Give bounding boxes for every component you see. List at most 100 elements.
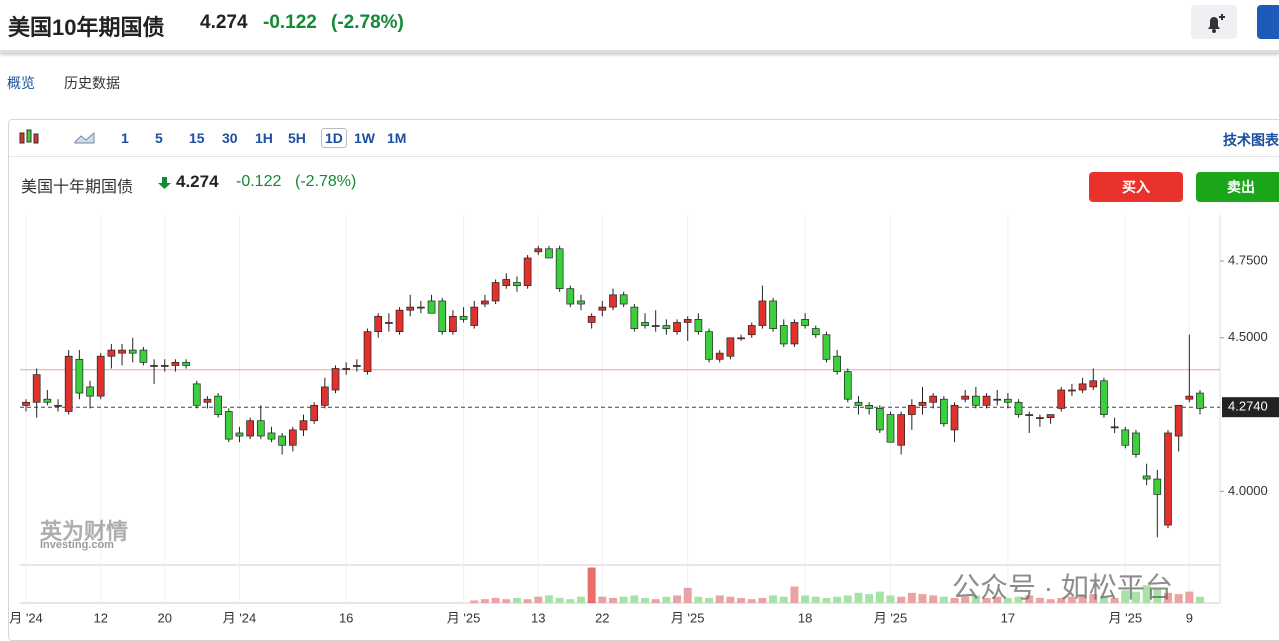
interval[interactable]: 1D bbox=[321, 128, 347, 148]
candle-body bbox=[683, 319, 692, 323]
candle-body bbox=[950, 405, 959, 431]
candle-body bbox=[267, 432, 276, 440]
candle-body bbox=[1100, 380, 1108, 415]
volume-bar bbox=[1014, 596, 1023, 603]
volume-bar bbox=[747, 599, 756, 603]
volume-bar bbox=[512, 597, 521, 603]
candle-body bbox=[1121, 429, 1130, 446]
candle-body bbox=[822, 334, 831, 360]
volume-bar bbox=[1025, 595, 1034, 603]
candle-body bbox=[619, 294, 628, 305]
sell-button[interactable]: 卖出 bbox=[1196, 172, 1279, 202]
volume-bar bbox=[833, 596, 842, 603]
volume-bar bbox=[865, 594, 874, 603]
interval[interactable]: 1M bbox=[387, 130, 407, 146]
candle-body bbox=[918, 401, 927, 406]
watch-button[interactable] bbox=[1257, 5, 1279, 39]
x-tick-label: 9 bbox=[1186, 610, 1193, 625]
legend-change: -0.122 bbox=[236, 173, 282, 190]
y-tick-label: 4.5000 bbox=[1228, 329, 1268, 344]
candle-body bbox=[513, 282, 521, 286]
volume-bar bbox=[1057, 597, 1066, 603]
candle-body bbox=[449, 315, 457, 333]
interval[interactable]: 5 bbox=[155, 130, 163, 146]
tab[interactable]: 概览 bbox=[7, 75, 35, 91]
candle-body bbox=[545, 248, 553, 259]
candle-body bbox=[673, 322, 681, 333]
candle-body bbox=[758, 300, 767, 326]
candle-body bbox=[299, 420, 308, 431]
candle-body bbox=[662, 325, 671, 329]
candle-body bbox=[1004, 398, 1012, 403]
volume-bar bbox=[1046, 599, 1055, 603]
candle-body bbox=[1014, 401, 1023, 415]
x-tick-label: 月 '25 bbox=[447, 610, 481, 625]
legend-price: 4.274 bbox=[176, 172, 219, 191]
candle-body bbox=[459, 315, 468, 320]
candle-body bbox=[769, 300, 777, 329]
candle-body bbox=[705, 331, 713, 360]
candle-body bbox=[1046, 414, 1055, 418]
candle-body bbox=[940, 398, 948, 425]
interval[interactable]: 30 bbox=[222, 130, 238, 146]
x-tick-label: 月 '25 bbox=[1109, 610, 1143, 625]
candle-body bbox=[502, 279, 511, 286]
interval[interactable]: 1W bbox=[354, 130, 375, 146]
volume-bar bbox=[971, 595, 980, 603]
candle-body bbox=[598, 306, 607, 311]
change: -0.122 bbox=[263, 12, 317, 33]
candle-body bbox=[1142, 475, 1151, 480]
candle-body bbox=[833, 355, 841, 372]
candle-body bbox=[235, 432, 244, 437]
candle-body bbox=[427, 300, 436, 314]
candle-body bbox=[43, 398, 52, 403]
candle-body bbox=[363, 331, 372, 372]
buy-button[interactable]: 买入 bbox=[1089, 172, 1183, 202]
candle-body bbox=[374, 315, 383, 333]
volume-bar bbox=[801, 595, 810, 603]
volume-bar bbox=[619, 596, 628, 603]
interval[interactable]: 5H bbox=[288, 130, 306, 146]
candle-body bbox=[395, 309, 404, 333]
candle-body bbox=[972, 395, 980, 406]
candle-body bbox=[577, 300, 585, 305]
candle-body bbox=[726, 337, 735, 357]
candle-body bbox=[171, 362, 180, 366]
current-price-label: 4.2740 bbox=[1228, 399, 1268, 414]
candle-body bbox=[75, 358, 84, 394]
candle-body bbox=[438, 300, 447, 333]
candle-body bbox=[224, 411, 233, 440]
candle-body bbox=[523, 257, 532, 286]
candle-body bbox=[353, 365, 361, 367]
candle-body bbox=[128, 349, 137, 354]
candle-body bbox=[32, 374, 41, 403]
x-tick-label: 12 bbox=[93, 610, 107, 625]
interval[interactable]: 1 bbox=[121, 130, 129, 146]
candle-body bbox=[1110, 426, 1119, 429]
candle-body bbox=[22, 401, 30, 406]
volume-bar bbox=[726, 596, 735, 603]
volume-bar bbox=[1067, 596, 1076, 603]
interval[interactable]: 15 bbox=[189, 130, 205, 146]
technical-chart-link[interactable]: 技术图表 bbox=[1223, 132, 1279, 148]
candle-body bbox=[1057, 389, 1066, 409]
candle-body bbox=[342, 368, 351, 370]
volume-bar bbox=[822, 597, 831, 603]
candle-body bbox=[1132, 432, 1140, 455]
x-tick-label: 22 bbox=[595, 610, 609, 625]
x-tick-label: 月 '24 bbox=[9, 610, 43, 625]
candle-body bbox=[481, 300, 489, 305]
tab[interactable]: 历史数据 bbox=[64, 75, 120, 91]
price: 4.274 bbox=[200, 12, 248, 33]
candle-body bbox=[331, 368, 340, 391]
candle-body bbox=[534, 248, 543, 253]
candle-body bbox=[1185, 395, 1194, 400]
header: 美国10年期国债 4.274 -0.122 (-2.78%) bbox=[0, 0, 1279, 53]
candle-body bbox=[288, 429, 297, 446]
alert-button[interactable] bbox=[1191, 5, 1237, 39]
volume-bar bbox=[544, 595, 553, 603]
interval[interactable]: 1H bbox=[255, 130, 273, 146]
x-tick-label: 16 bbox=[339, 610, 353, 625]
current-price-box bbox=[1222, 397, 1279, 418]
volume-bar bbox=[779, 596, 788, 603]
